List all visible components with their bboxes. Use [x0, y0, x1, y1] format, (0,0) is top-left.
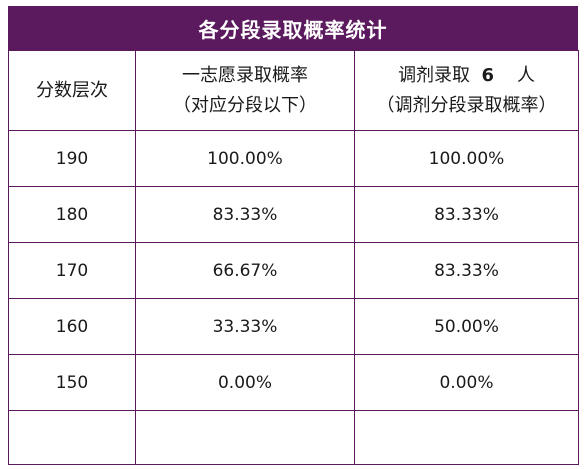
table-row: 190 100.00% 100.00%: [8, 130, 579, 187]
adjusted-cell: 100.00%: [354, 130, 579, 187]
header-first-choice-label: 一志愿录取概率: [182, 64, 308, 86]
header-row: 分数层次 一志愿录取概率 （对应分段以下） 调剂录取 6 人 （调剂分段录取概率…: [8, 50, 579, 131]
adjusted-cell: 83.33%: [354, 242, 579, 299]
empty-cell: [135, 410, 355, 465]
table-row: 160 33.33% 50.00%: [8, 298, 579, 355]
header-adjusted-label: 调剂录取 6 人: [355, 61, 578, 91]
score-cell: 160: [8, 298, 136, 355]
header-adjusted-unit: 人: [516, 64, 535, 86]
score-cell: 180: [8, 186, 136, 243]
first-choice-cell: 0.00%: [135, 354, 355, 411]
header-adjusted: 调剂录取 6 人 （调剂分段录取概率）: [354, 50, 579, 131]
empty-cell: [354, 410, 579, 465]
table-row: 170 66.67% 83.33%: [8, 242, 579, 299]
score-cell: 150: [8, 354, 136, 411]
empty-cell: [8, 410, 136, 465]
adjusted-cell: 0.00%: [354, 354, 579, 411]
header-adjusted-prefix: 调剂录取: [398, 64, 471, 86]
header-first-choice-note: （对应分段以下）: [173, 94, 317, 116]
header-score-level: 分数层次: [8, 50, 136, 131]
stats-table: 分数层次 一志愿录取概率 （对应分段以下） 调剂录取 6 人 （调剂分段录取概率…: [8, 50, 579, 465]
header-first-choice: 一志愿录取概率 （对应分段以下）: [135, 50, 355, 131]
score-cell: 190: [8, 130, 136, 187]
header-adjusted-count: 6: [481, 64, 495, 86]
table-row-empty: [8, 410, 579, 465]
first-choice-cell: 100.00%: [135, 130, 355, 187]
adjusted-cell: 83.33%: [354, 186, 579, 243]
header-adjusted-note: （调剂分段录取概率）: [376, 94, 557, 116]
first-choice-cell: 33.33%: [135, 298, 355, 355]
table-row: 150 0.00% 0.00%: [8, 354, 579, 411]
score-cell: 170: [8, 242, 136, 299]
probability-table: 各分段录取概率统计 分数层次 一志愿录取概率 （对应分段以下） 调剂录取 6 人…: [8, 6, 579, 465]
first-choice-cell: 66.67%: [135, 242, 355, 299]
adjusted-cell: 50.00%: [354, 298, 579, 355]
table-row: 180 83.33% 83.33%: [8, 186, 579, 243]
table-title: 各分段录取概率统计: [8, 6, 578, 50]
header-score-level-label: 分数层次: [36, 79, 108, 101]
first-choice-cell: 83.33%: [135, 186, 355, 243]
